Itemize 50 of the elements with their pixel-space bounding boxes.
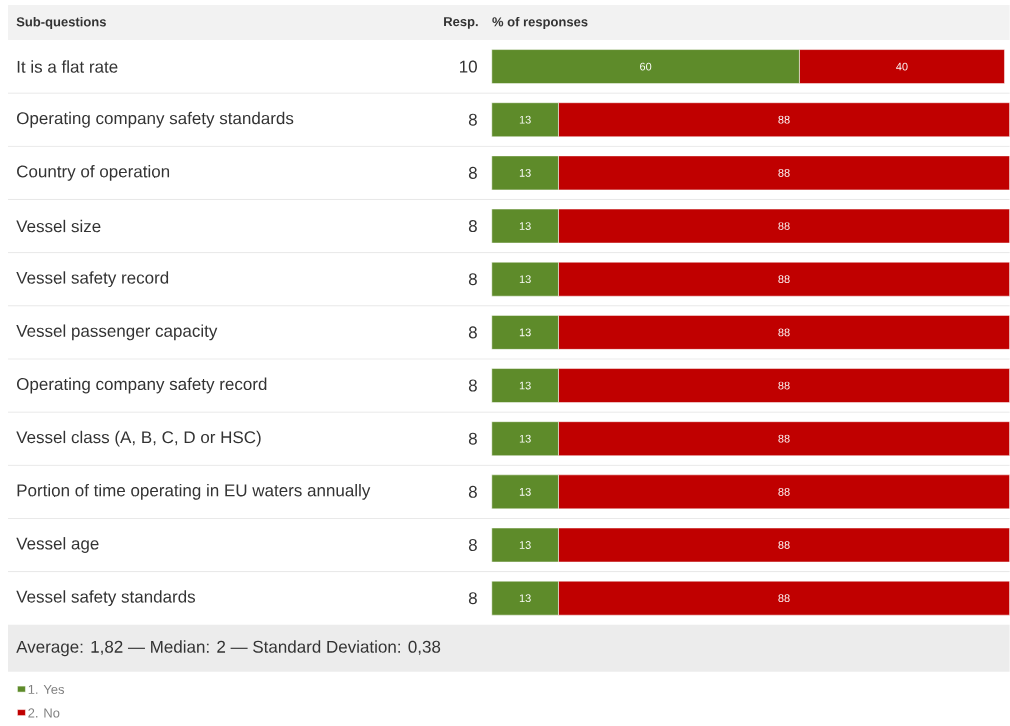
y-tick-label: Portion of time operating in EU waters annually [17, 484, 371, 500]
y-tick-label: Operating company safety record [17, 377, 267, 394]
y-tick-label: Vessel size [16, 219, 101, 233]
y-tick-label: It is a flat rate [17, 60, 118, 73]
y-tick-label: Vessel safety record [16, 271, 169, 288]
data-label: 88 [778, 381, 790, 390]
text: 8 [468, 432, 477, 445]
text: 8 [468, 167, 477, 180]
data-label: 88 [778, 434, 790, 443]
text: 8 [468, 539, 477, 552]
data-label: 88 [778, 328, 790, 337]
text: Average: 1,82 — Median: 2 — Standard Deviation: 0,38 [16, 640, 441, 657]
text: Sub-questions [16, 17, 106, 30]
data-label: 88 [778, 541, 790, 550]
text: Resp. [444, 17, 478, 29]
y-tick-label: Vessel passenger capacity [16, 324, 218, 341]
data-label: 13 [519, 594, 531, 603]
data-label: 88 [778, 115, 790, 124]
y-tick-label: Vessel age [16, 537, 99, 554]
text: 8 [468, 485, 477, 499]
y-tick-label: Country of operation [17, 165, 170, 181]
data-label: 60 [640, 62, 652, 71]
data-label: 13 [519, 275, 531, 284]
data-label: 13 [519, 541, 531, 550]
data-label: 88 [778, 594, 790, 603]
data-label: 88 [778, 169, 790, 177]
data-label: 13 [519, 434, 531, 443]
data-label: 13 [519, 381, 531, 390]
text: 8 [468, 273, 477, 286]
text: 8 [468, 592, 477, 605]
text: 8 [468, 113, 477, 126]
legend-label: 2. No [28, 708, 60, 718]
data-label: 88 [778, 275, 790, 284]
data-label: 13 [519, 115, 531, 124]
data-label: 13 [519, 488, 531, 496]
data-label: 40 [896, 62, 908, 71]
legend-label: 1. Yes [28, 685, 65, 695]
data-label: 88 [778, 488, 790, 496]
data-label: 13 [519, 328, 531, 337]
y-tick-label: Vessel class (A, B, C, D or HSC) [16, 430, 261, 447]
data-label: 13 [519, 222, 531, 231]
text: 8 [468, 379, 477, 392]
text: 8 [468, 326, 477, 339]
text: % of responses [492, 17, 588, 30]
data-label: 88 [778, 222, 790, 231]
y-tick-label: Operating company safety standards [17, 111, 294, 128]
y-tick-label: Vessel safety standards [16, 590, 196, 607]
text: 8 [468, 220, 477, 233]
data-label: 13 [519, 169, 531, 177]
text: 10 [460, 60, 477, 73]
